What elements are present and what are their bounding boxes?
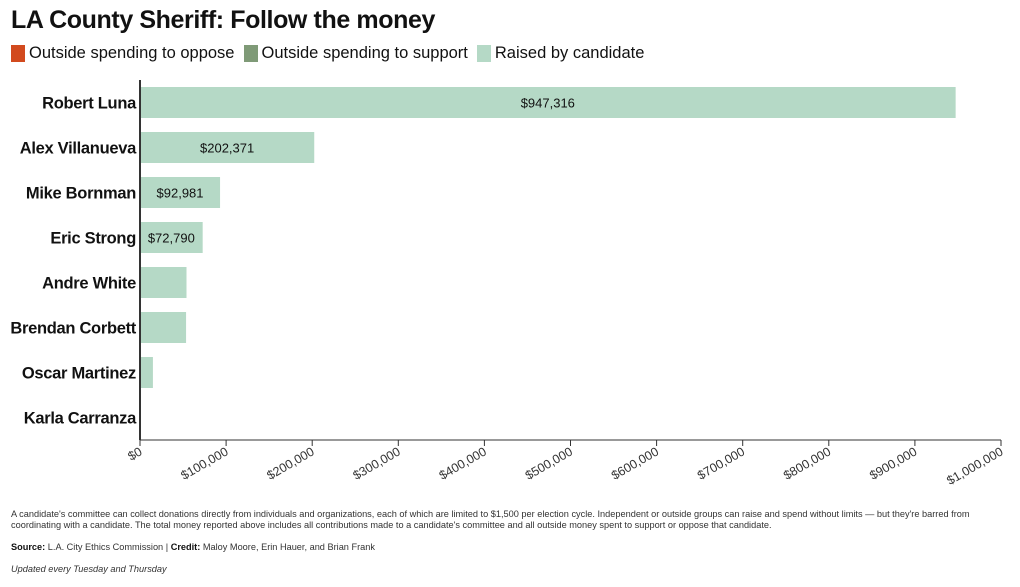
legend-swatch-raised	[476, 45, 491, 62]
bar-alex-villanueva-series-2	[140, 132, 315, 163]
bar-robert-luna-series-2	[140, 87, 956, 118]
category-label: Alex Villanueva	[20, 140, 137, 158]
legend-swatch-oppose	[11, 45, 25, 62]
update-note: Updated every Tuesday and Thursday	[11, 564, 167, 574]
legend-label-oppose: Outside spending to oppose	[29, 44, 235, 62]
legend-label-support: Outside spending to support	[261, 44, 468, 62]
category-label: Andre White	[42, 275, 136, 293]
legend-label-raised: Raised by candidate	[494, 44, 645, 62]
x-tick-label: $600,000	[609, 444, 661, 482]
x-tick-label: $900,000	[867, 444, 919, 482]
data-label: $947,316	[521, 96, 575, 111]
data-label: $202,371	[200, 141, 254, 156]
credit-label: Credit:	[170, 542, 201, 552]
legend-swatch-support	[243, 45, 258, 62]
data-label: $92,981	[157, 186, 204, 201]
category-label: Robert Luna	[42, 95, 137, 113]
credit-text: Maloy Moore, Erin Hauer, and Brian Frank	[202, 542, 375, 552]
category-label: Mike Bornman	[26, 185, 136, 203]
bar-eric-strong-series-2	[140, 222, 203, 253]
chart-title: LA County Sheriff: Follow the money	[11, 6, 435, 34]
x-tick-label: $100,000	[178, 444, 230, 482]
x-tick-label: $200,000	[265, 444, 317, 482]
category-label: Eric Strong	[50, 230, 136, 248]
category-label: Brendan Corbett	[10, 320, 136, 338]
x-tick-label: $1,000,000	[944, 444, 1005, 487]
source-label: Source:	[11, 542, 46, 552]
legend-item-oppose: Outside spending to oppose	[11, 44, 235, 63]
source-text: L.A. City Ethics Commission	[47, 542, 164, 552]
category-label: Karla Carranza	[24, 410, 137, 428]
bar-mike-bornman-series-2	[140, 177, 221, 208]
x-tick-label: $300,000	[351, 444, 403, 482]
source-separator: |	[165, 542, 169, 552]
category-label: Oscar Martinez	[22, 365, 136, 383]
x-tick-label: $500,000	[523, 444, 575, 482]
legend: Outside spending to oppose Outside spend…	[11, 44, 653, 63]
legend-item-raised: Raised by candidate	[476, 44, 645, 63]
x-tick-label: $700,000	[695, 444, 747, 482]
x-tick-label: $800,000	[781, 444, 833, 482]
bar-andre-white-series-2	[140, 267, 187, 298]
bar-brendan-corbett-series-2	[140, 312, 187, 343]
footnote: A candidate's committee can collect dona…	[11, 509, 970, 530]
bar-chart: Robert Luna $947,316 Alex Villanueva $202,3…	[10, 80, 1006, 488]
x-tick-label: $400,000	[437, 444, 489, 482]
source-line: Source: L.A. City Ethics Commission | Cr…	[11, 542, 375, 552]
x-tick-label: $0	[125, 444, 144, 463]
legend-item-support: Outside spending to support	[243, 44, 468, 63]
data-label: $72,790	[148, 231, 195, 246]
bar-oscar-martinez-series-2	[140, 357, 153, 388]
